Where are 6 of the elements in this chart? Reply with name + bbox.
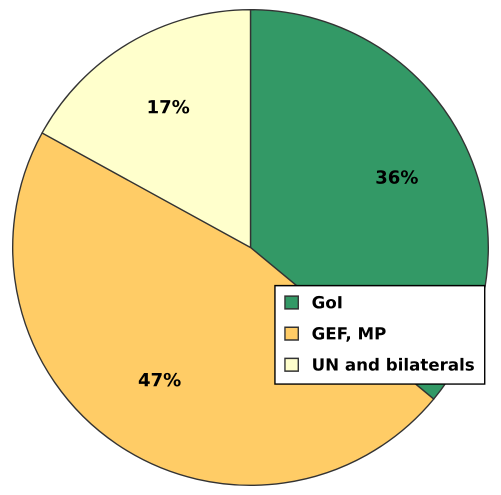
- data-label: 17%: [148, 100, 190, 114]
- legend-label: GoI: [312, 296, 342, 309]
- data-label: 36%: [376, 170, 418, 184]
- legend-label: UN and bilaterals: [313, 358, 474, 371]
- legend-label: GEF, MP: [312, 327, 386, 342]
- data-label: 47%: [138, 372, 181, 386]
